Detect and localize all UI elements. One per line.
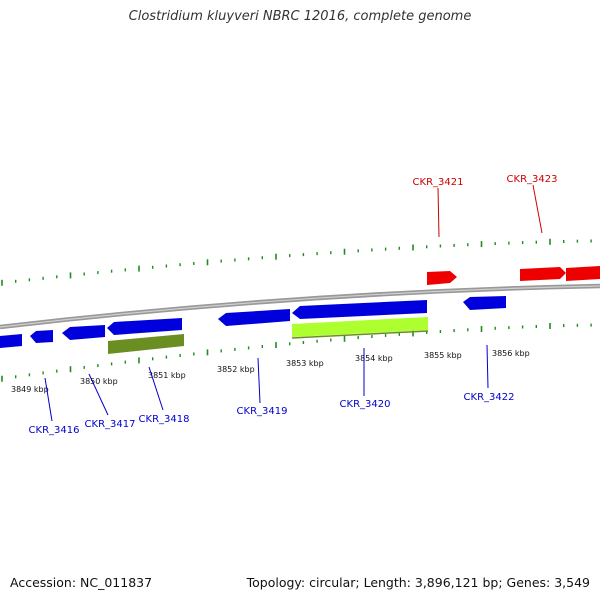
gene-leader-lines bbox=[44, 184, 543, 422]
reverse-strand-genes bbox=[0, 296, 506, 348]
gene-label[interactable]: CKR_3419 bbox=[237, 406, 288, 417]
gene-label[interactable]: CKR_3423 bbox=[507, 174, 558, 185]
gene-arrow-forward[interactable] bbox=[566, 266, 600, 281]
gene-arrow-reverse[interactable] bbox=[107, 318, 182, 335]
gene-labels-top: CKR_3421 CKR_3423 bbox=[413, 174, 558, 188]
topology-label: Topology: circular; Length: 3,896,121 bp… bbox=[246, 575, 590, 590]
gene-arrow-reverse[interactable] bbox=[0, 334, 22, 348]
kbp-label: 3856 kbp bbox=[492, 349, 530, 358]
gene-arrow-reverse[interactable] bbox=[62, 325, 105, 340]
kbp-label: 3849 kbp bbox=[11, 385, 49, 394]
gene-label[interactable]: CKR_3417 bbox=[85, 419, 136, 430]
kbp-labels: 3849 kbp 3850 kbp 3851 kbp 3852 kbp 3853… bbox=[11, 349, 530, 394]
gene-arrow-reverse[interactable] bbox=[463, 296, 506, 310]
tick-scale-upper bbox=[1, 238, 592, 286]
kbp-label: 3852 kbp bbox=[217, 365, 255, 374]
gene-arrow-reverse[interactable] bbox=[218, 309, 290, 326]
kbp-label: 3854 kbp bbox=[355, 354, 393, 363]
gene-arrow-forward[interactable] bbox=[520, 267, 566, 281]
gene-labels-bottom: CKR_3416 CKR_3417 CKR_3418 CKR_3419 CKR_… bbox=[29, 392, 515, 436]
map-title: Clostridium kluyveri NBRC 12016, complet… bbox=[128, 9, 472, 24]
kbp-label: 3855 kbp bbox=[424, 351, 462, 360]
gene-label[interactable]: CKR_3421 bbox=[413, 177, 464, 188]
feature-block-light[interactable] bbox=[292, 317, 428, 337]
gene-label[interactable]: CKR_3416 bbox=[29, 425, 80, 436]
feature-block-dark[interactable] bbox=[108, 334, 184, 354]
kbp-label: 3853 kbp bbox=[286, 359, 324, 368]
gene-arrow-reverse[interactable] bbox=[292, 300, 427, 319]
gene-label[interactable]: CKR_3422 bbox=[464, 392, 515, 403]
accession-label: Accession: NC_011837 bbox=[10, 575, 153, 590]
gene-label[interactable]: CKR_3420 bbox=[340, 399, 391, 410]
gene-label[interactable]: CKR_3418 bbox=[139, 414, 190, 425]
gene-arrow-forward[interactable] bbox=[427, 271, 457, 285]
kbp-label: 3851 kbp bbox=[148, 371, 186, 380]
kbp-label: 3850 kbp bbox=[80, 377, 118, 386]
gene-arrow-reverse[interactable] bbox=[30, 330, 53, 343]
forward-strand-genes bbox=[427, 266, 600, 285]
